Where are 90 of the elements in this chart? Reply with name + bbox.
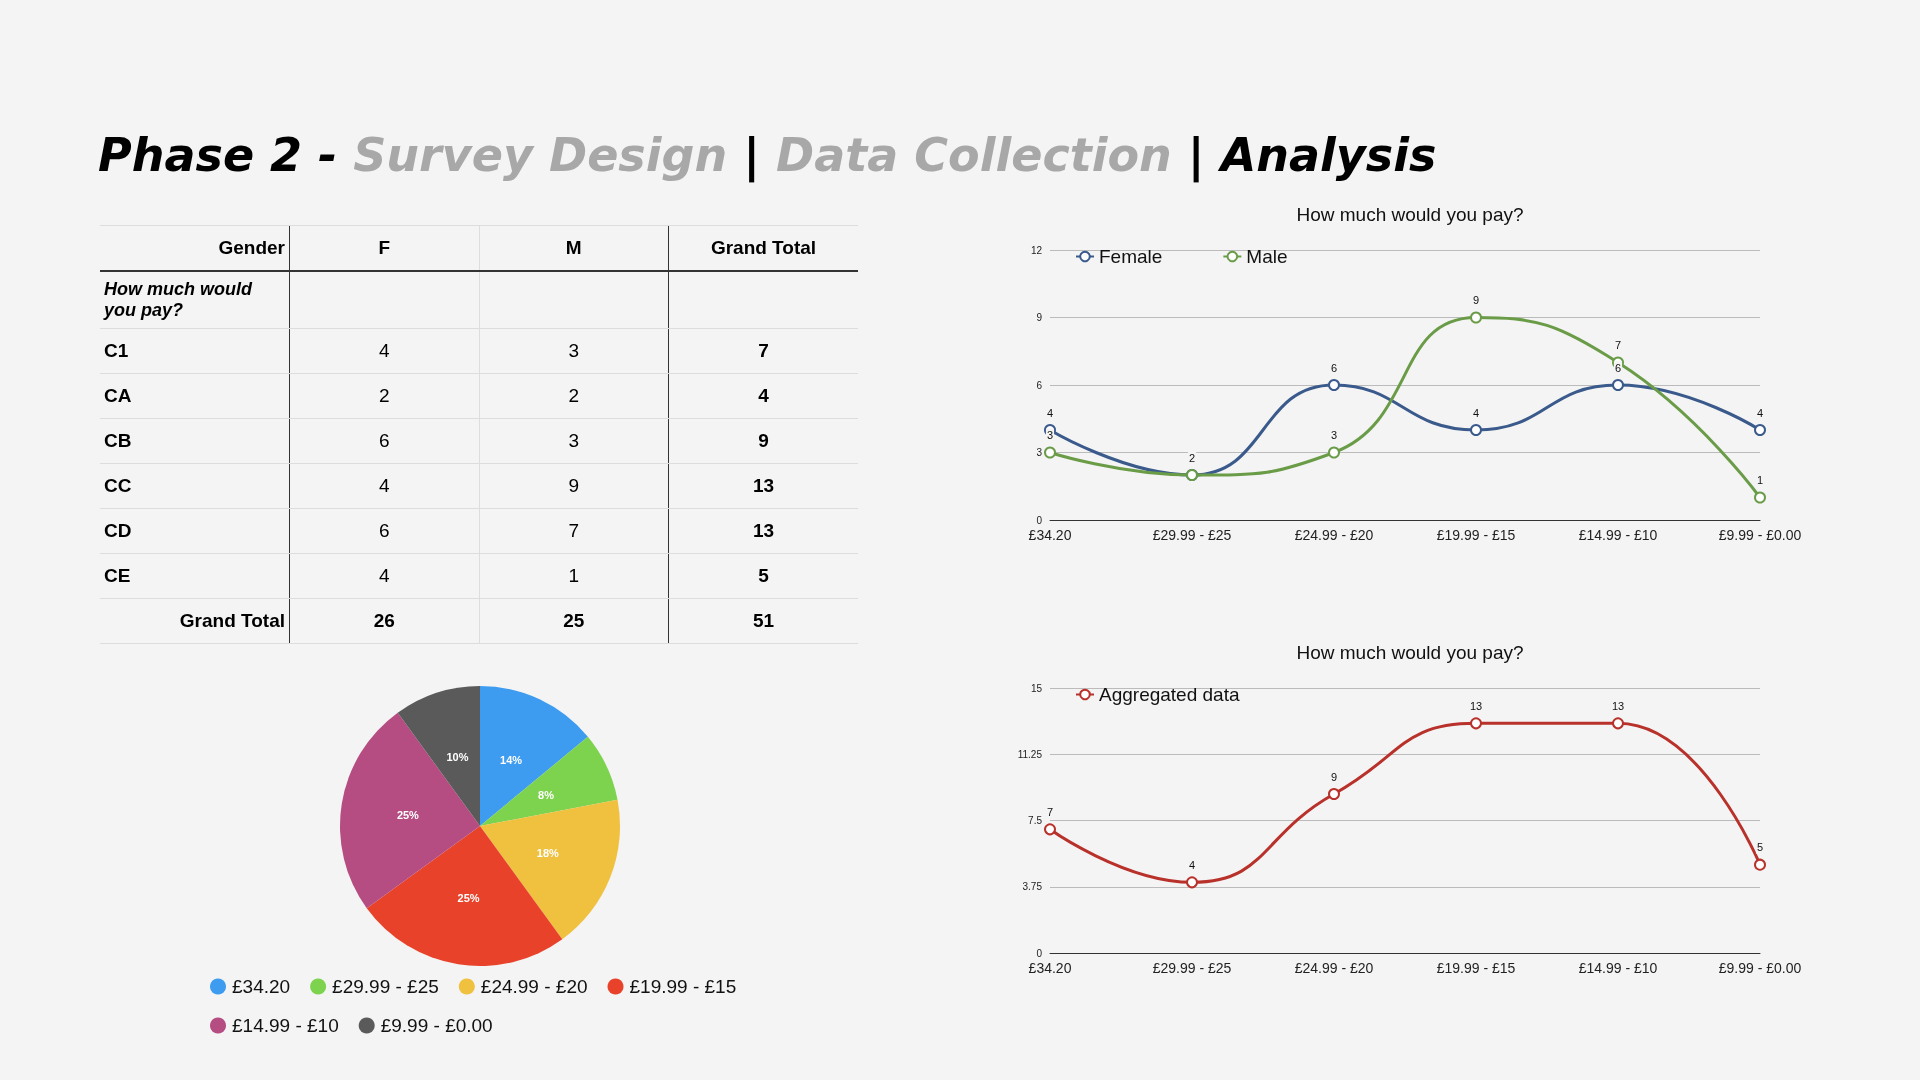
data-label: 13 [668, 508, 858, 554]
data-label: 2 [479, 373, 669, 419]
data-label: 9 [1472, 294, 1480, 306]
data-label: 7 [479, 508, 669, 554]
data-label: 9 [1330, 770, 1338, 783]
legend-label: Female [1099, 246, 1163, 267]
data-label: 5 [1756, 841, 1764, 854]
legend-label: £14.99 - £10 [232, 1015, 339, 1036]
legend-label: Male [1246, 246, 1288, 267]
data-label: 7 [1614, 339, 1622, 351]
data-label: 6 [289, 508, 479, 554]
data-label: 6 [1614, 361, 1622, 374]
y-tick-label: 3 [1036, 447, 1043, 458]
x-tick-label: £29.99 - £25 [1152, 527, 1232, 543]
data-label: 25 [479, 598, 669, 644]
data-label: 4 [289, 463, 479, 509]
data-label: 6 [289, 418, 479, 464]
data-label: 3 [479, 328, 669, 374]
data-label: 4 [1756, 406, 1764, 419]
data-label: 26 [289, 598, 479, 644]
data-label: 5 [668, 553, 858, 599]
data-label: 7 [1046, 805, 1054, 818]
data-label: 14% [500, 753, 523, 766]
legend-label: Aggregated data [1099, 684, 1240, 705]
category-label: CB [100, 418, 290, 464]
data-label: 1 [1756, 474, 1764, 486]
data-label: 25% [396, 808, 420, 821]
data-label: 9 [479, 463, 669, 509]
y-tick-label: 6 [1036, 379, 1043, 391]
y-tick-label: 9 [1036, 312, 1043, 323]
data-label: 51 [668, 598, 858, 644]
x-tick-label: £34.20 [1028, 527, 1072, 543]
text: Phase 2 - Survey Design | Data Collection | Analysis [98, 128, 1437, 182]
x-tick-label: £14.99 - £10 [1578, 960, 1658, 976]
x-tick-label: £9.99 - £0.00 [1718, 960, 1802, 976]
text: How much would you pay? [100, 271, 290, 329]
y-tick-label: 0 [1036, 514, 1043, 526]
data-label: 4 [289, 553, 479, 599]
category-label: Grand Total [100, 598, 290, 644]
chart-title: How much would you pay? [1296, 204, 1524, 225]
x-tick-label: £19.99 - £15 [1436, 527, 1516, 543]
x-tick-label: £19.99 - £15 [1436, 960, 1516, 976]
data-label: 9 [668, 418, 858, 464]
y-tick-label: 15 [1030, 682, 1043, 694]
category-label: C1 [100, 328, 290, 374]
data-label: 3 [1330, 429, 1338, 441]
x-tick-label: £34.20 [1028, 960, 1072, 976]
data-label: 13 [668, 463, 858, 509]
x-tick-label: £24.99 - £20 [1294, 527, 1374, 543]
x-tick-label: £14.99 - £10 [1578, 527, 1658, 543]
data-label: 10% [446, 750, 469, 763]
data-label: 3 [1046, 429, 1054, 441]
data-label: 13 [1469, 699, 1483, 712]
category-label: CC [100, 463, 290, 509]
legend-label: £29.99 - £25 [332, 976, 439, 997]
text: Gender [100, 225, 290, 271]
legend-label: £24.99 - £20 [480, 976, 588, 997]
data-label: 4 [1188, 858, 1196, 871]
y-tick-label: 7.5 [1028, 815, 1043, 826]
data-label: 4 [668, 373, 858, 419]
data-label: 4 [289, 328, 479, 374]
data-label: 8% [538, 788, 555, 801]
text: M [479, 225, 669, 271]
category-label: CD [100, 508, 290, 554]
data-label: 18% [536, 846, 560, 859]
x-tick-label: £9.99 - £0.00 [1718, 527, 1802, 543]
y-tick-label: 0 [1036, 947, 1043, 959]
data-label: 7 [668, 328, 858, 374]
category-label: CA [100, 373, 290, 419]
y-tick-label: 11.25 [1017, 748, 1043, 760]
text: F [289, 225, 479, 271]
legend-label: £9.99 - £0.00 [380, 1015, 493, 1036]
data-label: 3 [479, 418, 669, 464]
y-tick-label: 3.75 [1022, 881, 1043, 893]
x-tick-label: £29.99 - £25 [1152, 960, 1232, 976]
legend-label: £34.20 [232, 976, 291, 997]
data-label: 2 [1188, 451, 1196, 464]
chart-title: How much would you pay? [1296, 642, 1524, 663]
category-label: CE [100, 553, 290, 599]
text: Grand Total [668, 225, 858, 271]
x-tick-label: £24.99 - £20 [1294, 960, 1374, 976]
data-label: 4 [1472, 406, 1480, 419]
data-label: 1 [479, 553, 669, 599]
legend-label: £19.99 - £15 [629, 976, 737, 997]
data-label: 2 [289, 373, 479, 419]
data-label: 4 [1046, 406, 1054, 419]
data-label: 13 [1611, 699, 1625, 712]
data-label: 25% [457, 892, 480, 905]
y-tick-label: 12 [1030, 244, 1043, 256]
data-label: 6 [1330, 361, 1338, 374]
